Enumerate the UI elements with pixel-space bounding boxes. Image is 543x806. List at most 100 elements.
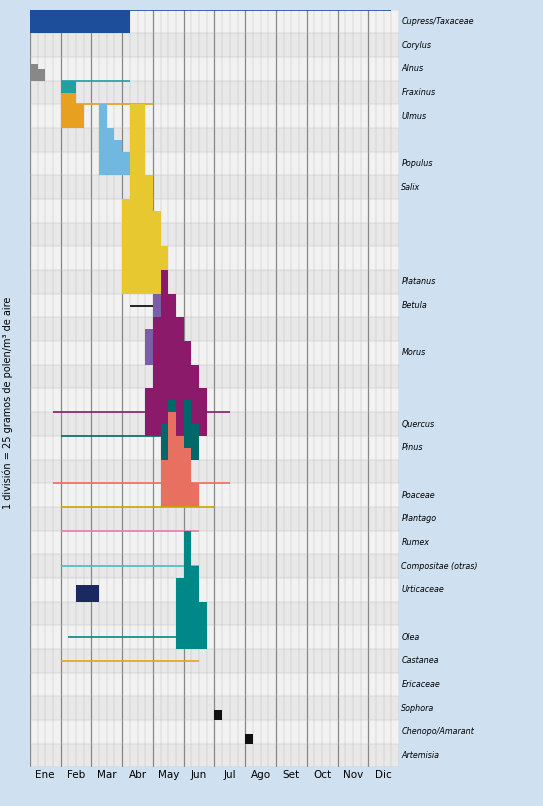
Bar	[30, 270, 399, 294]
Bar	[68, 93, 76, 128]
Bar	[30, 318, 399, 341]
Bar	[199, 388, 207, 436]
Text: Rumex: Rumex	[401, 538, 430, 547]
Bar	[192, 424, 199, 459]
Bar	[30, 10, 399, 33]
Bar	[30, 247, 399, 270]
Text: Plantago: Plantago	[401, 514, 437, 523]
Bar	[146, 330, 153, 365]
Bar	[30, 57, 399, 81]
Text: Ericaceae: Ericaceae	[401, 680, 440, 689]
Text: Urticaceae: Urticaceae	[401, 585, 444, 594]
Bar	[184, 530, 192, 649]
Bar	[30, 64, 37, 81]
Bar	[30, 176, 399, 199]
Bar	[107, 0, 115, 33]
Bar	[168, 294, 176, 436]
Bar	[161, 247, 168, 294]
Bar	[30, 128, 399, 152]
Bar	[115, 140, 122, 176]
Bar	[91, 0, 99, 33]
Text: Alnus: Alnus	[401, 64, 424, 73]
Bar	[30, 341, 399, 365]
Bar	[168, 401, 176, 459]
Bar	[184, 447, 192, 507]
Text: Fraxinus: Fraxinus	[401, 88, 435, 97]
Bar	[30, 578, 399, 601]
Bar	[37, 69, 45, 81]
Text: Pinus: Pinus	[401, 443, 423, 452]
Bar	[153, 211, 161, 294]
Bar	[161, 424, 168, 459]
Bar	[30, 199, 399, 222]
Text: Quercus: Quercus	[401, 419, 434, 429]
Text: Populus: Populus	[401, 159, 433, 168]
Bar	[91, 585, 99, 601]
Bar	[76, 105, 84, 128]
Bar	[30, 10, 37, 33]
Bar	[30, 625, 399, 649]
Text: 1 división = 25 gramos de polen/m³ de aire: 1 división = 25 gramos de polen/m³ de ai…	[3, 297, 14, 509]
Bar	[30, 33, 399, 57]
Text: Poaceae: Poaceae	[401, 491, 435, 500]
Bar	[30, 412, 399, 436]
Bar	[184, 401, 192, 459]
Bar	[30, 81, 399, 105]
Bar	[137, 105, 146, 294]
Bar	[192, 365, 199, 436]
Bar	[30, 696, 399, 720]
Bar	[214, 711, 222, 720]
Bar	[30, 720, 399, 744]
Bar	[30, 436, 399, 459]
Bar	[161, 459, 168, 507]
Bar	[30, 672, 399, 696]
Bar	[30, 105, 399, 128]
Bar	[153, 294, 161, 365]
Bar	[30, 222, 399, 247]
Bar	[122, 152, 130, 176]
Bar	[84, 585, 91, 601]
Text: Morus: Morus	[401, 348, 426, 358]
Bar	[30, 459, 399, 483]
Text: Salix: Salix	[401, 183, 421, 192]
Bar	[53, 10, 61, 33]
Bar	[61, 0, 68, 33]
Text: Betula: Betula	[401, 301, 427, 310]
Bar	[176, 578, 184, 649]
Bar	[130, 105, 137, 294]
Text: Castanea: Castanea	[401, 656, 439, 665]
Bar	[107, 128, 115, 176]
Text: Ulmus: Ulmus	[401, 112, 427, 121]
Bar	[161, 270, 168, 436]
Bar	[245, 734, 253, 744]
Text: Olea: Olea	[401, 633, 420, 642]
Bar	[30, 293, 399, 318]
Bar	[76, 585, 84, 601]
Bar	[30, 649, 399, 672]
Bar	[84, 0, 91, 33]
Bar	[30, 555, 399, 578]
Bar	[192, 483, 199, 507]
Bar	[146, 176, 153, 294]
Text: Sophora: Sophora	[401, 704, 434, 713]
Bar	[192, 566, 199, 649]
Bar	[30, 601, 399, 625]
Bar	[37, 0, 45, 33]
Text: Corylus: Corylus	[401, 40, 431, 50]
Text: Artemisia: Artemisia	[401, 751, 439, 760]
Bar	[30, 365, 399, 388]
Bar	[99, 104, 107, 176]
Text: Cupress/Taxaceae: Cupress/Taxaceae	[401, 17, 474, 26]
Bar	[184, 341, 192, 436]
Bar	[68, 0, 76, 33]
Bar	[168, 412, 176, 507]
Bar	[146, 388, 153, 436]
Bar	[99, 0, 107, 33]
Bar	[115, 0, 122, 33]
Bar	[76, 0, 84, 33]
Bar	[30, 530, 399, 555]
Bar	[30, 388, 399, 412]
Bar	[30, 507, 399, 530]
Bar	[122, 199, 130, 294]
Bar	[161, 318, 168, 365]
